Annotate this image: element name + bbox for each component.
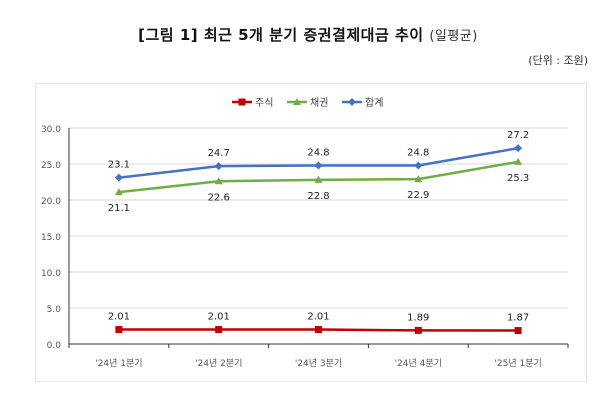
data-label: 24.8: [307, 147, 329, 158]
marker-triangle: [114, 188, 123, 196]
x-tick-label: '24년 1분기: [95, 358, 142, 369]
marker-diamond: [348, 98, 356, 106]
y-tick-label: 20.0: [41, 197, 61, 207]
data-label: 1.87: [507, 313, 529, 324]
marker-square: [238, 98, 246, 106]
chart-title: [그림 1] 최근 5개 분기 증권결제대금 추이 (일평균): [0, 24, 616, 45]
marker-square: [414, 326, 422, 334]
chart-frame: [35, 83, 587, 382]
marker-diamond: [114, 173, 123, 182]
title-main: [그림 1] 최근 5개 분기 증권결제대금 추이: [138, 26, 424, 44]
y-tick-label: 5.0: [47, 305, 62, 315]
marker-triangle: [314, 175, 323, 183]
marker-square: [115, 326, 123, 334]
data-label: 2.01: [307, 312, 329, 323]
data-label: 24.8: [407, 147, 429, 158]
data-label: 22.9: [407, 190, 429, 201]
marker-diamond: [514, 144, 523, 153]
data-label: 27.2: [507, 130, 529, 141]
marker-diamond: [314, 161, 323, 170]
marker-triangle: [214, 177, 223, 185]
data-label: 23.1: [108, 160, 130, 171]
data-label: 1.89: [407, 312, 429, 323]
x-tick-label: '24년 3분기: [295, 358, 342, 369]
x-tick-label: '25년 1분기: [494, 358, 541, 369]
data-label: 2.01: [108, 312, 130, 323]
data-label: 2.01: [208, 312, 230, 323]
data-label: 21.1: [108, 203, 130, 214]
marker-diamond: [214, 162, 223, 171]
y-tick-label: 0.0: [47, 341, 62, 351]
marker-diamond: [414, 161, 423, 170]
legend-label: 주식: [255, 97, 273, 109]
data-label: 24.7: [208, 148, 230, 159]
marker-square: [514, 327, 522, 335]
unit-label: (단위 : 조원): [528, 54, 588, 67]
marker-square: [215, 326, 223, 334]
legend-label: 채권: [310, 97, 328, 109]
marker-triangle: [514, 157, 523, 165]
data-label: 25.3: [507, 173, 529, 184]
y-tick-label: 25.0: [41, 161, 61, 171]
data-label: 22.6: [208, 192, 230, 203]
legend-label: 합계: [365, 97, 383, 109]
data-label: 22.8: [307, 191, 329, 202]
y-tick-label: 15.0: [41, 233, 61, 243]
marker-triangle: [414, 175, 423, 183]
x-tick-label: '24년 2분기: [195, 358, 242, 369]
marker-square: [315, 326, 322, 334]
y-tick-label: 30.0: [41, 125, 61, 135]
y-tick-label: 10.0: [41, 269, 61, 279]
marker-triangle: [293, 98, 301, 105]
title-sub: (일평균): [429, 29, 478, 44]
x-tick-label: '24년 4분기: [395, 358, 442, 369]
